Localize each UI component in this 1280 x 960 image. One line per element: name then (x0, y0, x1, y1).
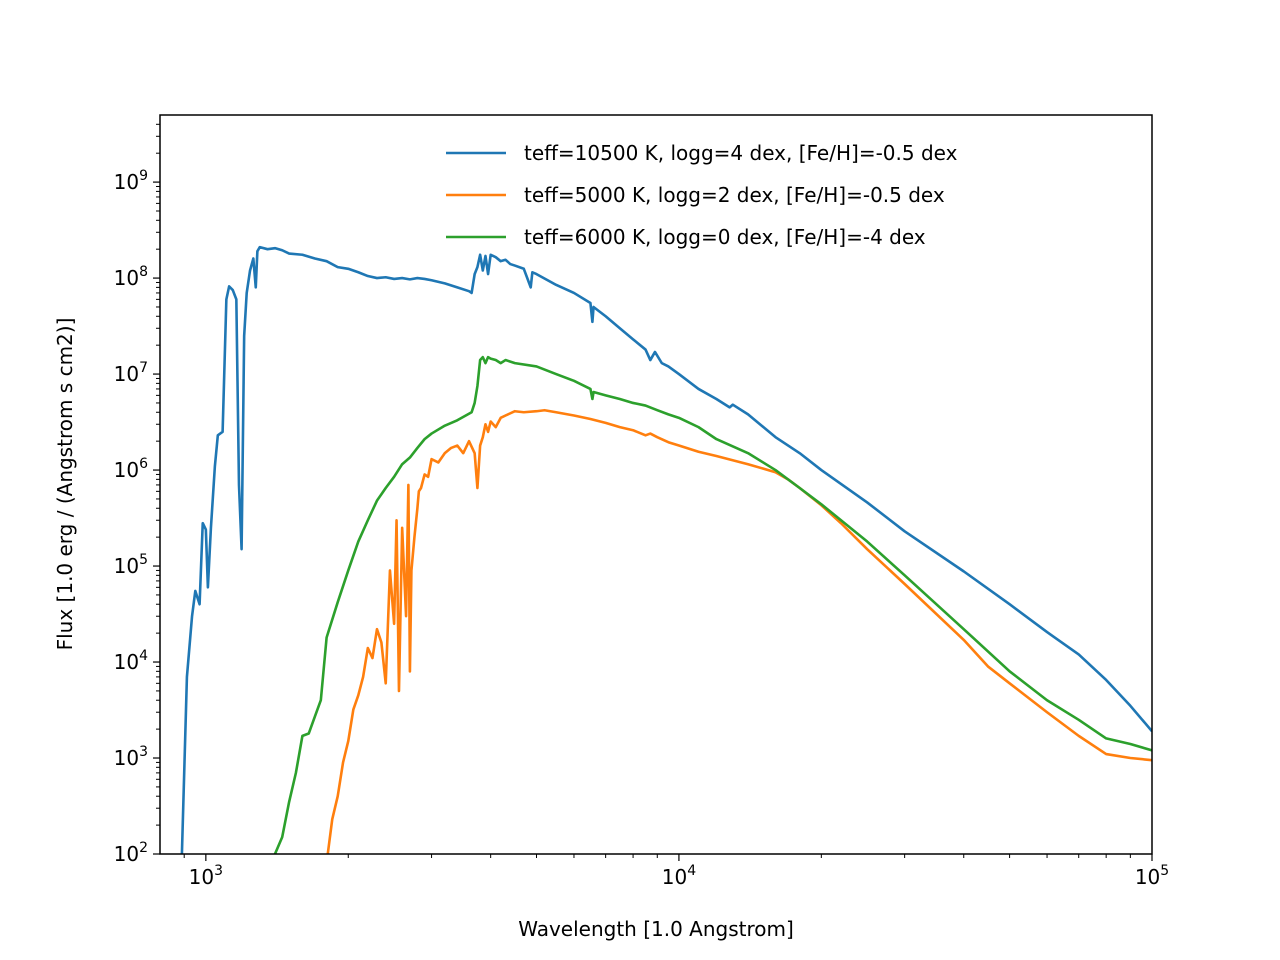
x-tick-label: 104 (662, 863, 696, 889)
legend-label-2: teff=5000 K, logg=2 dex, [Fe/H]=-0.5 dex (524, 183, 945, 207)
x-tick-label: 105 (1135, 863, 1169, 889)
y-tick-label: 109 (114, 168, 148, 194)
y-axis-label: Flux [1.0 erg / (Angstrom s cm2)] (53, 318, 77, 651)
y-tick-label: 105 (114, 552, 148, 578)
legend-label-3: teff=6000 K, logg=0 dex, [Fe/H]=-4 dex (524, 225, 926, 249)
plot-frame (159, 114, 1153, 855)
x-tick-label: 103 (189, 863, 223, 889)
y-tick-label: 108 (114, 264, 148, 290)
series-line-3 (273, 355, 1152, 854)
x-axis-label: Wavelength [1.0 Angstrom] (518, 917, 794, 941)
legend-label-1: teff=10500 K, logg=4 dex, [Fe/H]=-0.5 de… (524, 141, 958, 165)
series-line-1 (180, 245, 1152, 854)
series-layer (180, 245, 1152, 854)
y-tick-label: 106 (114, 456, 148, 482)
major-tick-layer: 103 104 105 102 103 104 105 106 107 108 109 (114, 168, 1170, 889)
y-tick-label: 102 (114, 840, 148, 866)
legend: teff=10500 K, logg=4 dex, [Fe/H]=-0.5 de… (446, 141, 958, 249)
y-tick-label: 107 (114, 360, 148, 386)
y-tick-label: 103 (114, 744, 148, 770)
plot-area (160, 115, 1152, 854)
y-tick-label: 104 (114, 648, 148, 674)
